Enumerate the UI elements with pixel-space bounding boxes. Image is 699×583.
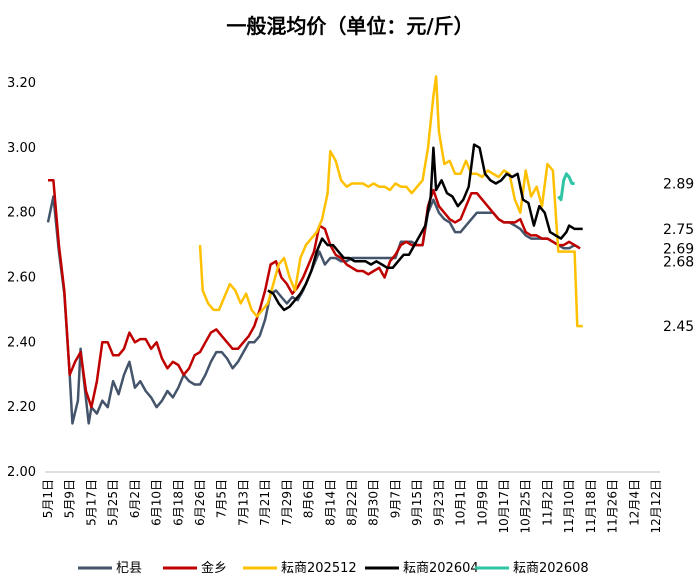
x-tick-label: 10月17日 <box>497 479 511 534</box>
y-tick-label: 2.80 <box>7 206 36 221</box>
x-tick-label: 6月26日 <box>193 479 207 526</box>
x-tick-label: 11月10日 <box>562 479 576 534</box>
series-line-4 <box>557 172 575 202</box>
x-tick-label: 6月2日 <box>128 479 142 518</box>
x-tick-label: 8月22日 <box>345 479 359 526</box>
x-tick-label: 11月26日 <box>606 479 620 534</box>
series-lines <box>46 75 583 425</box>
chart-title: 一般混均价（单位：元/斤） <box>226 14 473 38</box>
y-tick-label: 3.00 <box>7 141 36 156</box>
end-label-202604: 2.75 <box>663 222 694 238</box>
x-tick-label: 5月25日 <box>106 479 120 526</box>
legend-label-qixian: 杞县 <box>116 561 142 576</box>
end-label-202512: 2.45 <box>663 319 694 335</box>
x-tick-label: 5月17日 <box>84 479 98 526</box>
series-line-2 <box>198 75 583 328</box>
x-tick-label: 7月5日 <box>215 479 229 518</box>
series-line-3 <box>267 143 583 312</box>
legend-label-202608: 耘商202608 <box>513 561 589 576</box>
series-line-0 <box>46 195 581 425</box>
y-tick-label: 2.20 <box>7 400 36 415</box>
y-tick-label: 2.00 <box>7 465 36 480</box>
x-tick-label: 8月14日 <box>323 479 337 526</box>
x-tick-label: 9月7日 <box>388 479 402 518</box>
x-axis: 5月1日 5月9日 5月17日 5月25日 6月2日 6月10日 6月18日 6月26日 7月5… <box>41 479 663 534</box>
series-line-1 <box>48 179 581 409</box>
end-label-qixian: 2.68 <box>663 254 694 270</box>
x-tick-label: 6月18日 <box>171 479 185 526</box>
legend-label-202512: 耘商202512 <box>281 561 357 576</box>
x-tick-label: 8月30日 <box>367 479 381 526</box>
x-tick-label: 7月13日 <box>236 479 250 526</box>
y-tick-label: 2.40 <box>7 335 36 350</box>
end-label-202608: 2.89 <box>663 176 694 192</box>
y-tick-label: 2.60 <box>7 271 36 286</box>
x-tick-label: 10月25日 <box>519 479 533 534</box>
x-tick-label: 12月12日 <box>649 479 663 534</box>
x-tick-label: 10月1日 <box>454 479 468 526</box>
y-axis: 2.00 2.20 2.40 2.60 2.80 3.00 3.20 <box>7 76 36 480</box>
y-tick-label: 3.20 <box>7 76 36 91</box>
x-tick-label: 10月9日 <box>475 479 489 526</box>
x-tick-label: 7月29日 <box>280 479 294 526</box>
x-tick-label: 5月1日 <box>41 479 55 518</box>
x-tick-label: 6月10日 <box>150 479 164 526</box>
x-tick-label: 7月21日 <box>258 479 272 526</box>
x-tick-label: 8月6日 <box>302 479 316 518</box>
legend-label-jinxiang: 金乡 <box>201 560 227 576</box>
end-labels: 2.89 2.75 2.69 2.68 2.45 <box>663 176 694 335</box>
legend: 杞县 金乡 耘商202512 耘商202604 耘商202608 <box>78 560 589 576</box>
x-tick-label: 11月18日 <box>584 479 598 534</box>
x-tick-label: 9月15日 <box>410 479 424 526</box>
x-tick-label: 11月2日 <box>540 479 554 526</box>
x-tick-label: 9月23日 <box>432 479 446 526</box>
legend-label-202604: 耘商202604 <box>403 561 479 576</box>
x-tick-label: 5月9日 <box>63 479 77 518</box>
end-label-jinxiang: 2.69 <box>663 241 694 257</box>
x-tick-label: 12月4日 <box>627 479 641 526</box>
